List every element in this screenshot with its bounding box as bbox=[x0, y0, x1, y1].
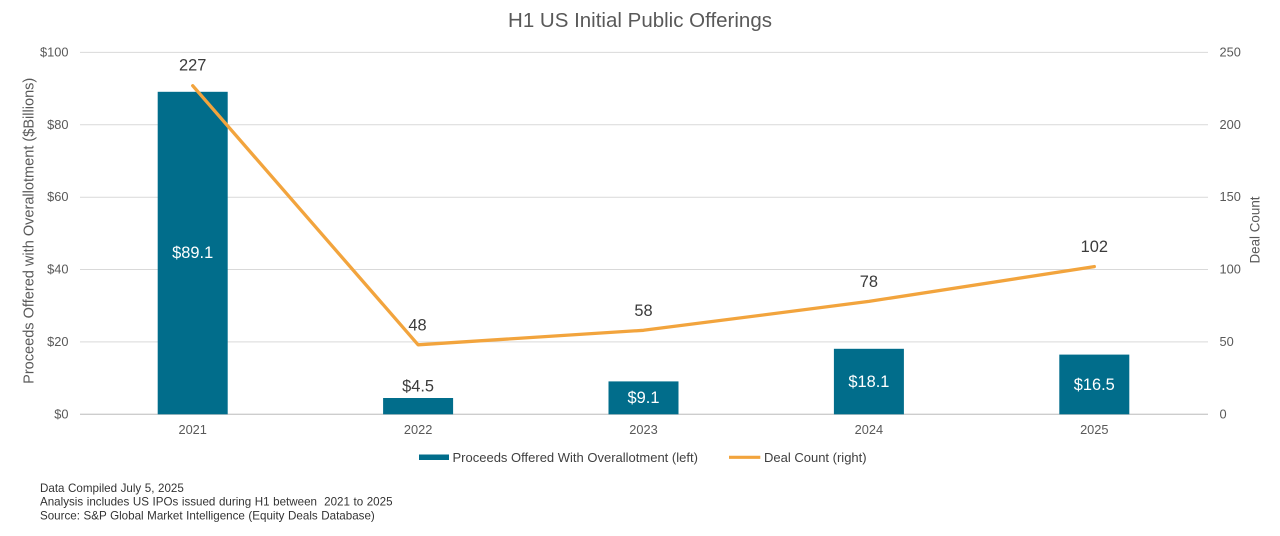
svg-text:250: 250 bbox=[1220, 44, 1241, 59]
svg-text:Source: S&P Global Market Inte: Source: S&P Global Market Intelligence (… bbox=[40, 509, 375, 522]
svg-text:$0: $0 bbox=[54, 406, 68, 421]
svg-text:$20: $20 bbox=[47, 334, 68, 349]
svg-text:78: 78 bbox=[860, 273, 878, 291]
svg-text:0: 0 bbox=[1220, 406, 1227, 421]
svg-text:102: 102 bbox=[1081, 238, 1108, 256]
svg-text:$18.1: $18.1 bbox=[848, 373, 889, 391]
svg-text:48: 48 bbox=[408, 317, 426, 335]
svg-text:Proceeds Offered With Overallo: Proceeds Offered With Overallotment (lef… bbox=[453, 450, 698, 465]
svg-text:Deal Count: Deal Count bbox=[1247, 196, 1262, 263]
svg-text:Deal Count (right): Deal Count (right) bbox=[764, 450, 867, 465]
svg-text:150: 150 bbox=[1220, 189, 1241, 204]
svg-text:$16.5: $16.5 bbox=[1074, 376, 1115, 394]
svg-text:$9.1: $9.1 bbox=[628, 389, 660, 407]
svg-text:200: 200 bbox=[1220, 117, 1241, 132]
svg-text:Proceeds Offered with Overallo: Proceeds Offered with Overallotment ($Bi… bbox=[22, 78, 38, 384]
svg-text:2024: 2024 bbox=[855, 422, 883, 437]
svg-text:$89.1: $89.1 bbox=[172, 244, 213, 262]
svg-text:$100: $100 bbox=[40, 44, 68, 59]
svg-text:$4.5: $4.5 bbox=[402, 378, 434, 396]
svg-text:Analysis includes US IPOs issu: Analysis includes US IPOs issued during … bbox=[40, 495, 393, 508]
svg-text:Data Compiled July 5, 2025: Data Compiled July 5, 2025 bbox=[40, 482, 184, 495]
svg-text:$80: $80 bbox=[47, 117, 68, 132]
svg-text:2023: 2023 bbox=[629, 422, 657, 437]
svg-text:227: 227 bbox=[179, 57, 206, 75]
svg-text:2022: 2022 bbox=[404, 422, 432, 437]
svg-text:58: 58 bbox=[634, 302, 652, 320]
svg-text:$40: $40 bbox=[47, 262, 68, 277]
svg-text:2025: 2025 bbox=[1080, 422, 1108, 437]
svg-text:2021: 2021 bbox=[178, 422, 206, 437]
svg-text:100: 100 bbox=[1220, 262, 1241, 277]
svg-text:H1 US Initial Public Offerings: H1 US Initial Public Offerings bbox=[508, 9, 772, 32]
svg-text:$60: $60 bbox=[47, 189, 68, 204]
svg-text:50: 50 bbox=[1220, 334, 1234, 349]
